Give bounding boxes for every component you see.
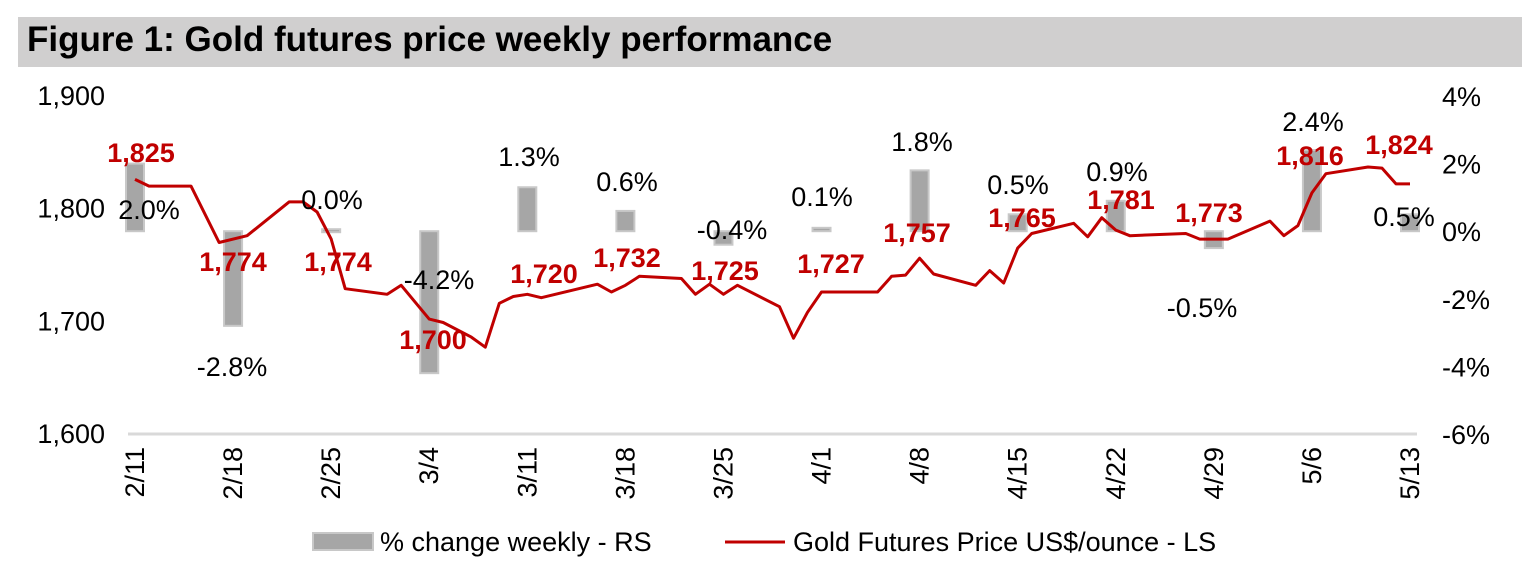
legend-line-label: Gold Futures Price US$/ounce - LS bbox=[793, 527, 1216, 557]
x-axis-tick-label: 4/1 bbox=[807, 447, 837, 485]
bar-data-label: -0.4% bbox=[697, 215, 768, 245]
legend: % change weekly - RS Gold Futures Price … bbox=[312, 527, 1216, 557]
bar-4-1 bbox=[811, 226, 832, 233]
bar-data-label: 0.5% bbox=[987, 170, 1049, 200]
bar-5-13 bbox=[1400, 213, 1420, 233]
left-axis-tick-label: 1,800 bbox=[37, 194, 105, 224]
bar-data-label: 0.6% bbox=[596, 167, 658, 197]
price-data-label: 1,825 bbox=[107, 138, 175, 168]
x-axis-tick-labels: 2/11 2/18 2/25 3/4 3/11 3/18 3/25 4/1 4/8 4/15 4/2… bbox=[120, 447, 1425, 500]
legend-item-bar: % change weekly - RS bbox=[312, 527, 652, 557]
bar-2-18 bbox=[223, 230, 244, 327]
price-data-label: 1,757 bbox=[883, 218, 951, 248]
bar-3-4 bbox=[419, 230, 440, 375]
left-axis-tick-label: 1,700 bbox=[37, 306, 105, 336]
price-data-label: 1,725 bbox=[691, 256, 759, 286]
bar-data-label: -0.5% bbox=[1167, 293, 1238, 323]
bar-data-labels: 2.0% -2.8% 0.0% -4.2% 1.3% 0.6% -0.4% 0.1% 1.8% 0… bbox=[118, 107, 1435, 382]
x-axis-tick-label: 3/4 bbox=[414, 447, 444, 485]
x-axis-tick-label: 4/15 bbox=[1003, 447, 1033, 500]
right-axis-tick-label: -2% bbox=[1442, 285, 1490, 315]
legend-item-line: Gold Futures Price US$/ounce - LS bbox=[725, 527, 1216, 557]
x-axis-tick-label: 2/11 bbox=[120, 447, 150, 498]
bar-data-label: 0.1% bbox=[791, 182, 853, 212]
bar-3-11 bbox=[517, 186, 538, 233]
price-data-label: 1,824 bbox=[1365, 130, 1433, 160]
right-axis-tick-label: -6% bbox=[1442, 420, 1490, 450]
x-axis-tick-label: 2/18 bbox=[218, 447, 248, 500]
price-data-label: 1,720 bbox=[510, 259, 578, 289]
legend-bar-label: % change weekly - RS bbox=[380, 527, 652, 557]
price-data-label: 1,700 bbox=[399, 325, 467, 355]
x-axis-tick-label: 3/11 bbox=[512, 447, 542, 498]
bar-data-label: 1.3% bbox=[498, 142, 560, 172]
x-axis-tick-label: 4/8 bbox=[905, 447, 935, 485]
figure-title: Figure 1: Gold futures price weekly perf… bbox=[27, 20, 833, 59]
right-axis-tick-label: 2% bbox=[1442, 150, 1481, 180]
price-data-label: 1,774 bbox=[199, 247, 267, 277]
x-axis-tick-label: 3/25 bbox=[708, 447, 738, 500]
figure-title-bar: Figure 1: Gold futures price weekly perf… bbox=[18, 17, 1522, 67]
price-line-series bbox=[134, 165, 1410, 349]
legend-bar-swatch bbox=[312, 532, 374, 551]
price-data-labels: 1,825 1,774 1,774 1,700 1,720 1,732 1,725 1,727… bbox=[107, 130, 1433, 355]
x-axis-tick-label: 2/25 bbox=[316, 447, 346, 500]
bar-4-8 bbox=[909, 169, 930, 233]
bar-data-label: 1.8% bbox=[891, 127, 953, 157]
price-data-label: 1,765 bbox=[988, 203, 1056, 233]
price-data-label: 1,774 bbox=[304, 247, 372, 277]
bar-3-18 bbox=[615, 209, 636, 233]
bar-data-label: 0.0% bbox=[301, 185, 363, 215]
left-axis-tick-label: 1,900 bbox=[37, 81, 105, 111]
price-data-label: 1,773 bbox=[1175, 198, 1243, 228]
left-axis-tick-label: 1,600 bbox=[37, 419, 105, 449]
bar-2-25 bbox=[321, 228, 342, 234]
price-data-label: 1,732 bbox=[593, 243, 661, 273]
bar-data-label: -2.8% bbox=[197, 352, 268, 382]
bar-data-label: 0.5% bbox=[1373, 202, 1435, 232]
bar-4-15 bbox=[1007, 213, 1028, 233]
bar-data-label: 0.9% bbox=[1086, 157, 1148, 187]
bar-data-label: 2.0% bbox=[118, 195, 180, 225]
bar-data-label: 2.4% bbox=[1282, 107, 1344, 137]
x-axis-tick-label: 4/29 bbox=[1199, 447, 1229, 500]
price-data-label: 1,727 bbox=[797, 249, 865, 279]
right-axis-tick-label: 0% bbox=[1442, 217, 1481, 247]
x-axis-tick-label: 3/18 bbox=[610, 447, 640, 500]
left-axis-tick-labels: 1,600 1,700 1,800 1,900 bbox=[37, 81, 105, 449]
x-axis-tick-label: 4/22 bbox=[1101, 447, 1131, 500]
right-axis-tick-label: 4% bbox=[1442, 82, 1481, 112]
x-axis-tick-label: 5/6 bbox=[1297, 447, 1327, 485]
price-data-label: 1,781 bbox=[1087, 185, 1155, 215]
bar-data-label: -4.2% bbox=[404, 265, 475, 295]
x-axis-tick-label: 5/13 bbox=[1395, 447, 1425, 500]
bar-3-25 bbox=[713, 230, 734, 246]
price-data-label: 1,816 bbox=[1276, 141, 1344, 171]
right-axis-tick-label: -4% bbox=[1442, 352, 1490, 382]
right-axis-tick-labels: -6% -4% -2% 0% 2% 4% bbox=[1442, 82, 1490, 450]
bar-series bbox=[125, 149, 1420, 375]
